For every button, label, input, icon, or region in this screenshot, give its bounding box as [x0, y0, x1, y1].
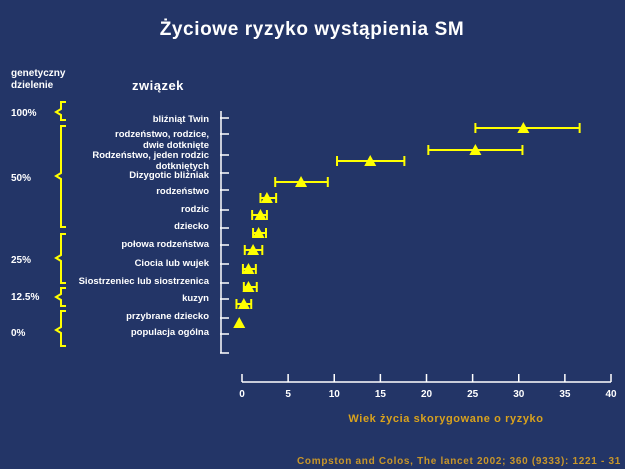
chart-title: Życiowe ryzyko wystąpienia SM — [160, 19, 465, 40]
x-tick-label: 25 — [467, 389, 479, 400]
sharing-percent-label: 25% — [11, 255, 31, 266]
x-tick-label: 40 — [605, 389, 617, 400]
relation-label: przybrane dziecko — [126, 311, 209, 322]
data-point-marker — [469, 144, 482, 155]
data-point-marker — [517, 122, 530, 133]
relation-label: dziecko — [174, 221, 209, 232]
data-point-marker — [252, 227, 265, 238]
data-point-marker — [295, 176, 308, 187]
relation-label: rodzeństwo, rodzice, — [115, 129, 209, 140]
relation-label: populacja ogólna — [131, 327, 210, 338]
data-point-marker — [364, 155, 377, 166]
sharing-percent-label: 50% — [11, 173, 31, 184]
sharing-percent-label: 100% — [11, 108, 37, 119]
relation-label: Siostrzeniec lub siostrzenica — [79, 276, 210, 287]
relation-label: dwie dotknięte — [143, 140, 209, 151]
x-tick-label: 0 — [239, 389, 245, 400]
x-tick-label: 15 — [375, 389, 387, 400]
x-tick-label: 30 — [513, 389, 525, 400]
source-citation: Compston and Colos, The lancet 2002; 360… — [297, 456, 621, 467]
relation-label: Dizygotic bliźniak — [129, 170, 209, 181]
x-axis-label: Wiek życia skorygowane o ryzyko — [348, 413, 543, 425]
relation-label: dotkniętych — [156, 161, 210, 172]
sharing-bracket — [54, 101, 66, 121]
data-point-marker — [242, 281, 255, 292]
x-tick-label: 20 — [421, 389, 433, 400]
sharing-percent-label: 0% — [11, 328, 26, 339]
relation-label: rodzeństwo — [156, 186, 209, 197]
sharing-bracket — [54, 310, 66, 347]
relation-label: Ciocia lub wujek — [135, 258, 210, 269]
data-point-marker — [242, 263, 255, 274]
data-point-marker — [237, 298, 250, 309]
x-tick-label: 10 — [329, 389, 341, 400]
data-point-marker — [260, 192, 273, 203]
data-point-marker — [247, 244, 260, 255]
relation-label: kuzyn — [182, 293, 209, 304]
data-point-marker — [233, 317, 246, 328]
x-tick-label: 5 — [285, 389, 291, 400]
relation-label: połowa rodzeństwa — [121, 239, 209, 250]
chart-marks: bliźniąt Twin rodzeństwo, rodzice,dwie do… — [11, 101, 617, 400]
x-tick-label: 35 — [559, 389, 571, 400]
genetic-sharing-header-line2: dzielenie — [11, 80, 54, 91]
sharing-bracket — [54, 125, 66, 228]
sharing-bracket — [54, 233, 66, 284]
sharing-bracket — [54, 287, 66, 307]
relation-label: rodzic — [181, 204, 209, 215]
relation-label: bliźniąt Twin — [153, 114, 209, 125]
data-point-marker — [254, 209, 267, 220]
genetic-sharing-header-line1: genetyczny — [11, 68, 66, 79]
sharing-percent-label: 12.5% — [11, 292, 39, 303]
relationship-header: związek — [132, 78, 184, 93]
relation-label: Rodzeństwo, jeden rodzic — [92, 150, 209, 161]
